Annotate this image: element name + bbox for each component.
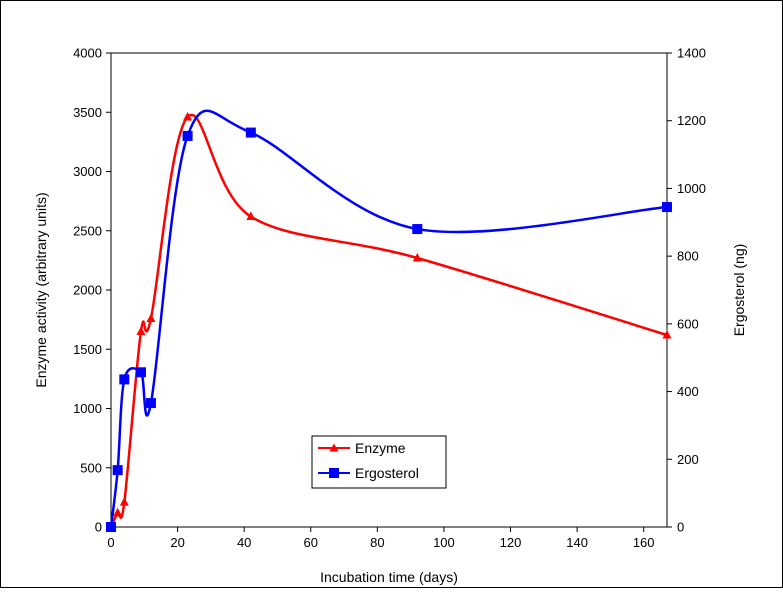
data-point-ergosterol: [245, 127, 256, 138]
legend-ergosterol-marker: [329, 468, 339, 478]
data-point-enzyme: [183, 111, 193, 121]
x-axis-label: Incubation time (days): [320, 569, 458, 585]
x-tick-label: 160: [633, 535, 655, 550]
y-tick-label: 4000: [73, 46, 102, 61]
y2-tick-label: 200: [677, 452, 699, 467]
series-markers: [106, 111, 672, 532]
y2-tick-label: 800: [677, 249, 699, 264]
data-point-enzyme: [146, 313, 156, 322]
legend-enzyme-marker: [329, 443, 339, 452]
data-point-ergosterol: [112, 465, 123, 476]
y-tick-label: 500: [80, 460, 102, 475]
y2-tick-label: 0: [677, 520, 684, 535]
data-point-enzyme: [662, 330, 672, 339]
y-tick-label: 2500: [73, 223, 102, 238]
y-tick-label: 1000: [73, 401, 102, 416]
y-tick-label: 1500: [73, 342, 102, 357]
legend-ergosterol-label: Ergosterol: [355, 465, 419, 481]
x-axis-ticks: 0 20 40 60 80 100 120 140 160: [107, 527, 655, 550]
x-tick-label: 140: [566, 535, 588, 550]
data-point-ergosterol: [412, 224, 423, 235]
y-tick-label: 3000: [73, 164, 102, 179]
y2-tick-label: 600: [677, 316, 699, 331]
legend: Enzyme Ergosterol: [311, 435, 447, 489]
y2-axis-ticks: 0 200 400 600 800 1000 1200 1400: [667, 46, 706, 535]
x-tick-label: 0: [107, 535, 114, 550]
data-point-enzyme: [246, 211, 256, 221]
x-tick-label: 20: [170, 535, 184, 550]
y-tick-label: 2000: [73, 283, 102, 298]
y-tick-label: 3500: [73, 105, 102, 120]
data-point-ergosterol: [145, 398, 156, 409]
y2-tick-label: 1000: [677, 181, 706, 196]
y2-tick-label: 1400: [677, 46, 706, 61]
y-tick-label: 0: [95, 520, 102, 535]
data-point-enzyme: [412, 253, 422, 262]
y2-tick-label: 400: [677, 384, 699, 399]
x-tick-label: 40: [237, 535, 251, 550]
data-point-ergosterol: [135, 367, 146, 378]
y-axis-label: Enzyme activity (arbitrary units): [33, 192, 49, 387]
y2-tick-label: 1200: [677, 113, 706, 128]
data-point-ergosterol: [662, 202, 672, 213]
data-point-ergosterol: [119, 374, 130, 385]
x-tick-label: 80: [370, 535, 384, 550]
data-point-enzyme: [113, 507, 123, 517]
data-point-enzyme: [136, 326, 146, 335]
x-tick-label: 120: [500, 535, 522, 550]
data-point-ergosterol: [106, 522, 116, 532]
x-tick-label: 60: [304, 535, 318, 550]
x-tick-label: 100: [433, 535, 455, 550]
data-point-enzyme: [119, 497, 129, 506]
legend-enzyme-label: Enzyme: [355, 440, 406, 456]
y2-axis-label: Ergosterol (ng): [731, 244, 747, 337]
y-axis-ticks: 0 500 1000 1500 2000 2500 3000 3500 4000: [73, 46, 111, 535]
data-point-ergosterol: [182, 130, 193, 141]
